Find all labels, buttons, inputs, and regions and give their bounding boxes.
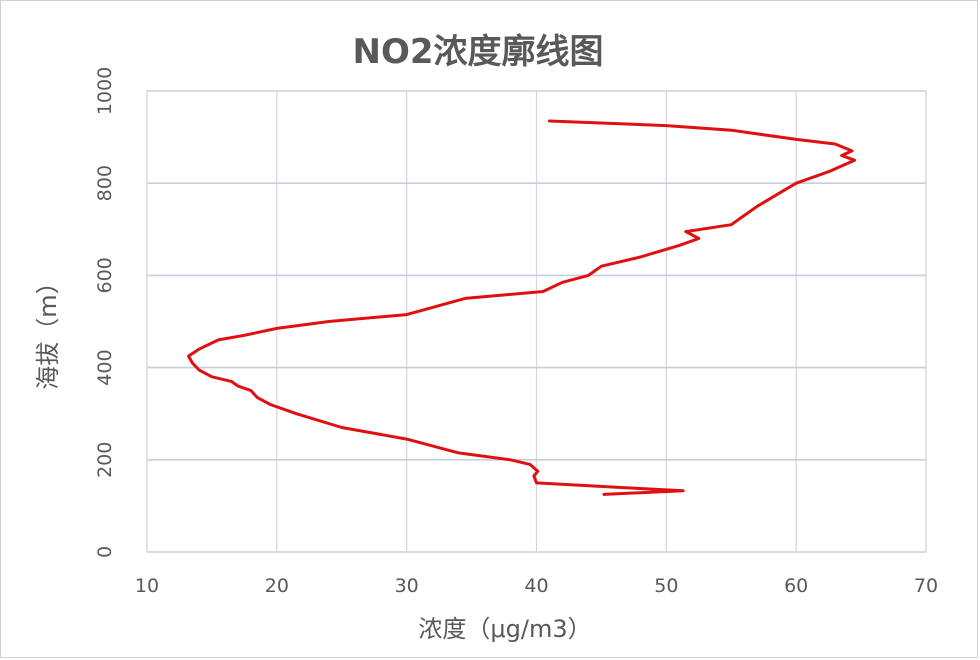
y-tick-label: 200: [94, 442, 116, 478]
grid-lines: [146, 90, 927, 553]
x-tick-labels: 10 20 30 40 50 60 70: [135, 575, 938, 597]
x-tick-label: 70: [914, 575, 938, 597]
plot-area: [187, 119, 857, 496]
y-tick-label: 400: [94, 349, 116, 385]
x-tick-label: 20: [265, 575, 289, 597]
x-tick-label: 50: [654, 575, 678, 597]
y-axis-label: 海拔（m）: [34, 270, 62, 389]
y-tick-label: 800: [94, 165, 116, 201]
plot-border: [146, 90, 927, 553]
y-tick-label: 0: [94, 546, 116, 558]
y-tick-label: 1000: [94, 67, 116, 115]
series-line-0: [187, 119, 857, 496]
x-tick-label: 60: [784, 575, 808, 597]
x-tick-label: 30: [395, 575, 419, 597]
x-tick-label: 40: [524, 575, 548, 597]
x-tick-label: 10: [135, 575, 159, 597]
y-tick-label: 600: [94, 257, 116, 293]
x-axis-label: 浓度（μg/m3）: [418, 615, 591, 643]
chart-title: NO2浓度廓线图: [352, 32, 603, 72]
y-tick-labels: 0 200 400 600 800 1000: [94, 67, 116, 558]
